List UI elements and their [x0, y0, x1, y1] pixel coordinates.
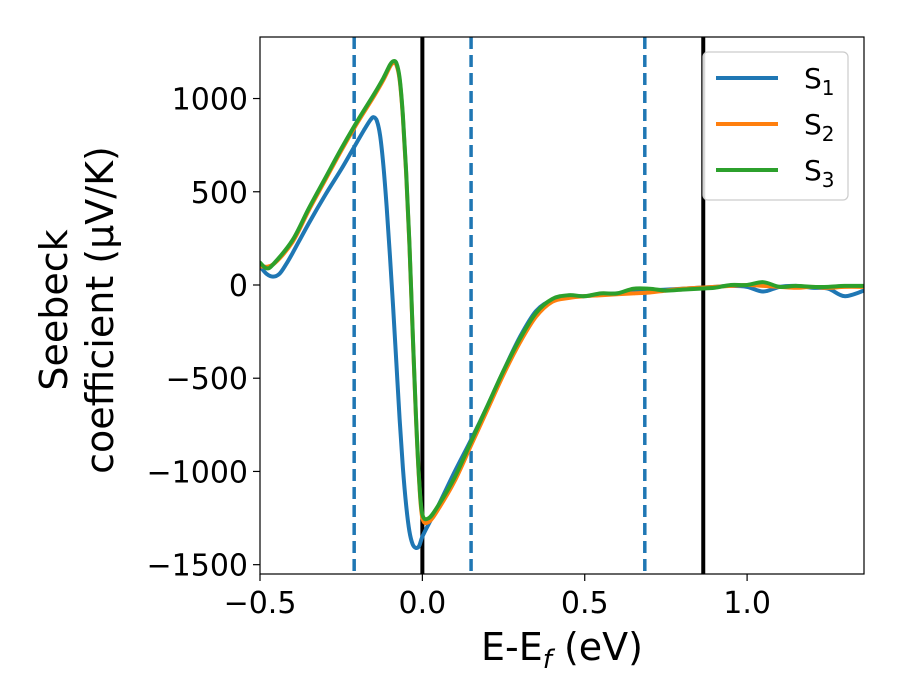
x-tick-label: 1.0 [723, 586, 771, 621]
y-tick-label: 1000 [172, 83, 248, 118]
legend: S1 S2 S3 [702, 51, 849, 201]
y-axis: −1500 −1000 −500 0 500 1000 [147, 83, 260, 584]
series-lines [260, 58, 864, 550]
y-axis-label-line2: coefficient (μV/K) [78, 146, 122, 474]
legend-label-s3: S3 [804, 154, 835, 192]
plot-frame [259, 36, 865, 575]
y-tick-label: 0 [229, 269, 248, 304]
x-axis: −0.5 0.0 0.5 1.0 [224, 574, 771, 621]
x-tick-label: 0.0 [399, 586, 447, 621]
y-tick-label: 500 [191, 176, 248, 211]
x-tick-label: 0.5 [561, 586, 609, 621]
y-axis-label: Seebeck coefficient (μV/K) [32, 146, 122, 474]
legend-label-s2: S2 [804, 108, 835, 146]
y-tick-label: −500 [166, 362, 248, 397]
legend-label-s1: S1 [804, 62, 835, 100]
x-tick-label: −0.5 [224, 586, 297, 621]
y-tick-label: −1000 [147, 455, 248, 490]
x-axis-label: E-Ef (eV) [481, 625, 643, 675]
y-tick-label: −1500 [147, 549, 248, 584]
series-line-s3 [260, 58, 864, 522]
y-axis-label-line1: Seebeck [32, 229, 76, 390]
